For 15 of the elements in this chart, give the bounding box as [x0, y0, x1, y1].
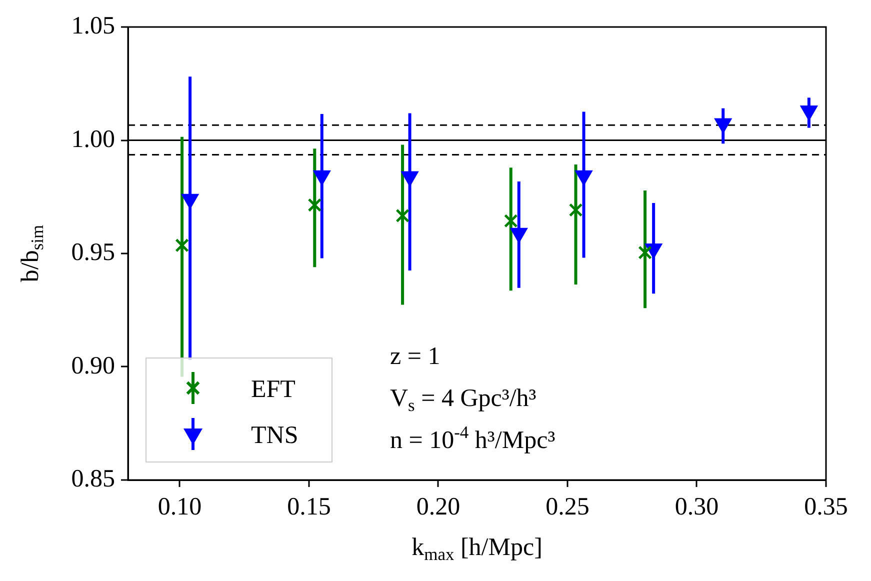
- y-axis-title: b/bsim: [17, 224, 47, 282]
- x-tick-label: 0.15: [287, 494, 331, 521]
- x-tick-label: 0.25: [546, 494, 590, 521]
- y-tick-label: 1.00: [71, 126, 115, 153]
- legend-label: TNS: [251, 422, 298, 449]
- legend-label: EFT: [251, 376, 296, 403]
- x-tick-label: 0.35: [804, 494, 848, 521]
- x-tick-label: 0.30: [674, 494, 719, 521]
- y-tick-label: 0.90: [71, 352, 115, 380]
- annotation: z = 1: [390, 343, 440, 370]
- y-tick-label: 0.95: [71, 239, 115, 266]
- x-tick-label: 0.10: [158, 494, 202, 521]
- y-tick-label: 1.05: [71, 12, 115, 40]
- y-tick-label: 0.85: [71, 466, 115, 493]
- x-tick-label: 0.20: [416, 494, 460, 521]
